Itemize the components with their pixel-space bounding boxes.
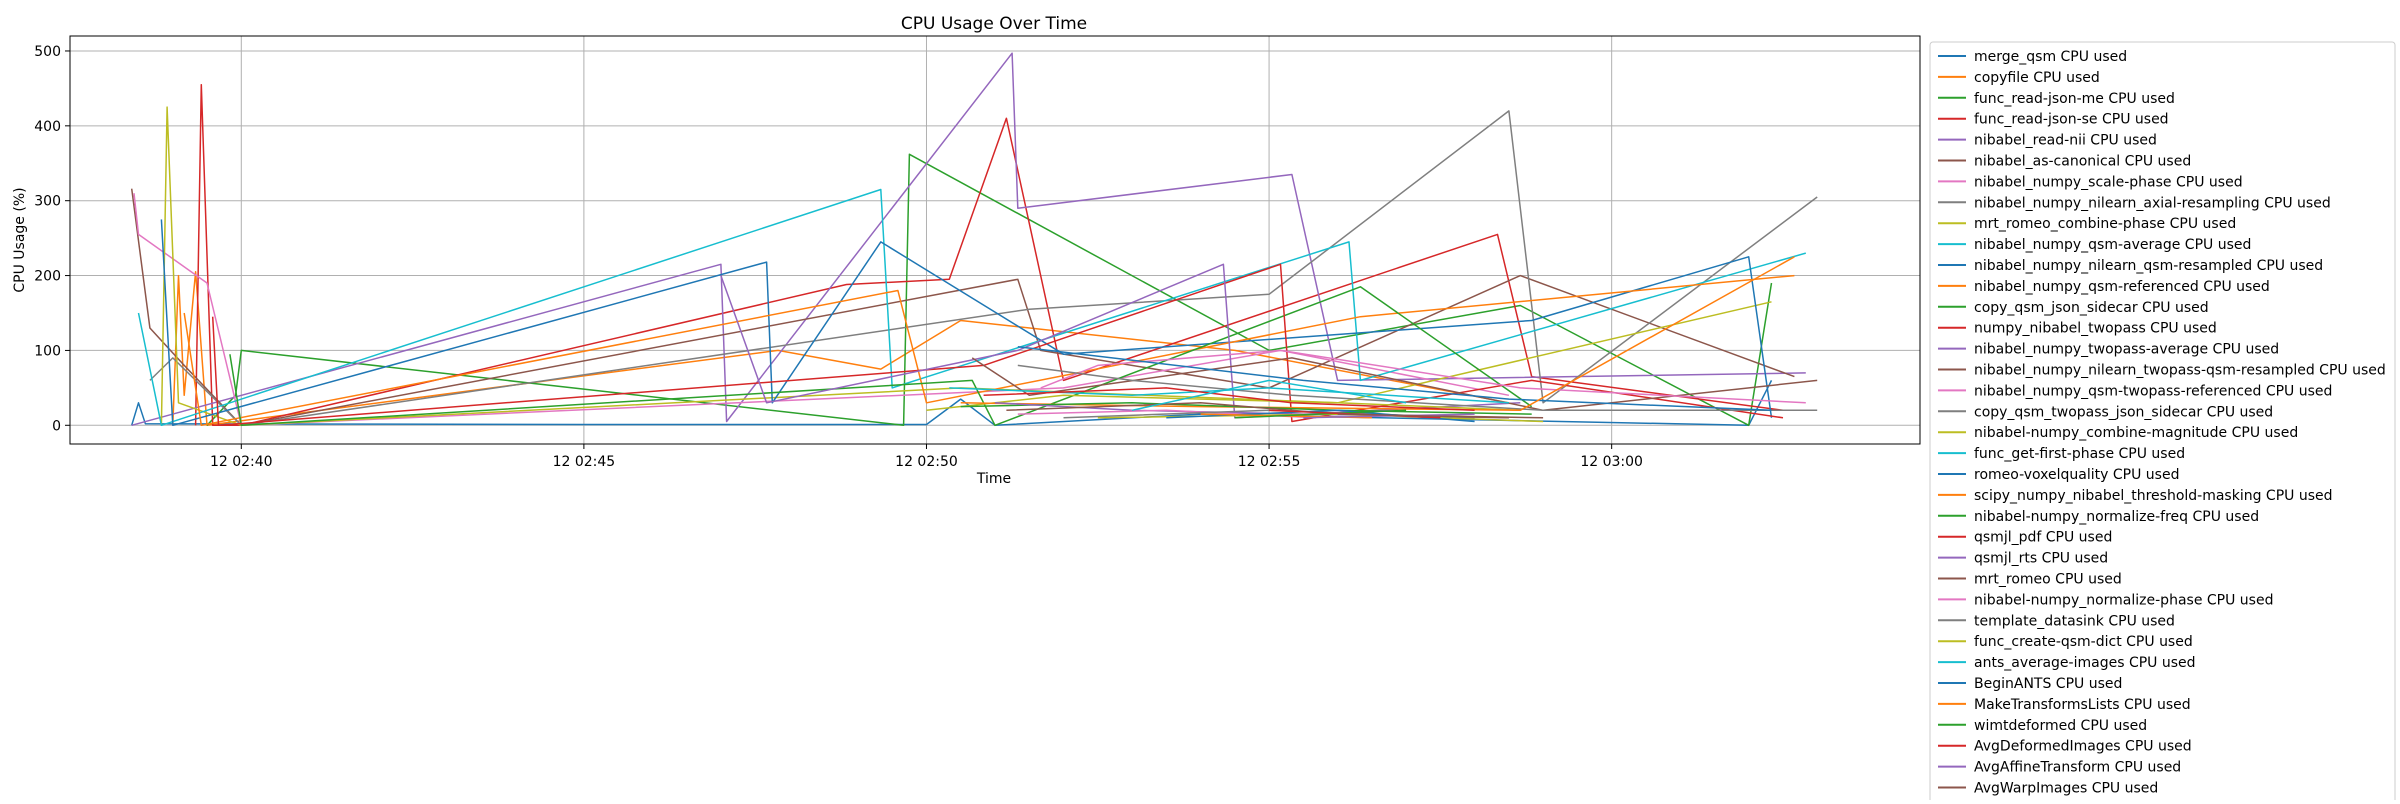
- legend-entry-label: MakeTransformsLists CPU used: [1974, 697, 2191, 713]
- series-line: [1131, 379, 1407, 412]
- legend-entry-label: numpy_nibabel_twopass CPU used: [1974, 321, 2217, 337]
- series-line: [206, 153, 1773, 427]
- legend-entry-label: template_datasink CPU used: [1974, 613, 2175, 629]
- series-line: [137, 188, 1807, 427]
- legend-box: [1929, 41, 2396, 804]
- series-line: [1017, 364, 1818, 412]
- legend-entry-label: ants_average-images CPU used: [1974, 655, 2196, 671]
- legend-entry-label: BeginANTS CPU used: [1974, 676, 2122, 692]
- legend-entry-label: copy_qsm_twopass_json_sidecar CPU used: [1974, 404, 2273, 420]
- legend-entry-label: nibabel_numpy_qsm-average CPU used: [1974, 237, 2251, 253]
- x-tick-label: 12 02:45: [553, 454, 616, 470]
- legend-entry-label: scipy_numpy_nibabel_threshold-masking CP…: [1974, 488, 2333, 504]
- series-line: [1017, 345, 1772, 412]
- legend-entry-label: copy_qsm_json_sidecar CPU used: [1974, 300, 2209, 316]
- legend-entry-label: nibabel_numpy_scale-phase CPU used: [1974, 174, 2243, 190]
- legend-entry-label: func_read-json-me CPU used: [1974, 91, 2175, 107]
- legend-entry-label: mrt_romeo_combine-phase CPU used: [1974, 216, 2236, 232]
- series-line: [149, 110, 1818, 427]
- y-tick-label: 300: [34, 194, 61, 210]
- y-tick-label: 100: [34, 343, 61, 359]
- series-line: [960, 256, 1795, 412]
- series-line: [1337, 413, 1509, 419]
- legend-entry-label: nibabel_read-nii CPU used: [1974, 133, 2157, 149]
- y-tick-label: 0: [52, 418, 61, 434]
- series-line: [960, 402, 1532, 415]
- legend-entry-label: nibabel_numpy_nilearn_twopass-qsm-resamp…: [1974, 363, 2386, 379]
- legend-entry-label: mrt_romeo CPU used: [1974, 572, 2122, 588]
- legend-entry-label: nibabel_numpy_qsm-referenced CPU used: [1974, 279, 2270, 295]
- y-tick-label: 400: [34, 119, 61, 135]
- x-tick-label: 12 02:55: [1238, 454, 1301, 470]
- chart-title: CPU Usage Over Time: [901, 14, 1087, 34]
- legend-entry-label: merge_qsm CPU used: [1974, 49, 2127, 65]
- series-line: [131, 52, 1806, 427]
- legend-entry-label: qsmjl_rts CPU used: [1974, 551, 2108, 567]
- legend: merge_qsm CPU used copyfile CPU used func_…: [1929, 41, 2396, 804]
- legend-entry-label: copyfile CPU used: [1974, 70, 2100, 86]
- series-line: [160, 219, 1773, 427]
- series-line: [183, 274, 1795, 427]
- legend-entry-label: AvgAffineTransform CPU used: [1974, 760, 2181, 776]
- legend-entry-label: nibabel_numpy_nilearn_axial-resampling C…: [1974, 195, 2331, 211]
- x-tick-label: 12 02:50: [895, 454, 958, 470]
- x-tick-label: 12 02:40: [210, 454, 273, 470]
- legend-entry-label: qsmjl_pdf CPU used: [1974, 530, 2112, 546]
- legend-entry-label: nibabel_numpy_qsm-twopass-referenced CPU…: [1974, 383, 2332, 399]
- plot-frame: [69, 35, 1921, 445]
- y-tick-label: 500: [34, 44, 61, 60]
- legend-entry-label: AvgWarpImages CPU used: [1974, 781, 2158, 797]
- x-axis-label: Time: [976, 471, 1011, 487]
- legend-entry-label: wimtdeformed CPU used: [1974, 718, 2147, 734]
- x-tick-label: 12 03:00: [1580, 454, 1643, 470]
- legend-entry-label: func_get-first-phase CPU used: [1974, 446, 2185, 462]
- series-line: [211, 263, 1784, 427]
- legend-entry-label: romeo-voxelquality CPU used: [1974, 467, 2179, 483]
- y-axis-label: CPU Usage (%): [12, 187, 28, 292]
- series-line: [1234, 409, 1407, 419]
- legend-entry-label: nibabel_numpy_twopass-average CPU used: [1974, 342, 2279, 358]
- legend-entry-label: nibabel-numpy_normalize-freq CPU used: [1974, 509, 2259, 525]
- legend-entry-label: nibabel-numpy_combine-magnitude CPU used: [1974, 425, 2298, 441]
- legend-entry-label: func_read-json-se CPU used: [1974, 112, 2169, 128]
- legend-entry-label: nibabel_numpy_nilearn_qsm-resampled CPU …: [1974, 258, 2323, 274]
- legend-entry-label: func_create-qsm-dict CPU used: [1974, 634, 2193, 650]
- series-line: [971, 357, 1818, 412]
- legend-entry-label: nibabel-numpy_normalize-phase CPU used: [1974, 592, 2273, 608]
- series-line: [130, 188, 1795, 427]
- series-line: [983, 387, 1475, 412]
- legend-entry-label: nibabel_as-canonical CPU used: [1974, 154, 2191, 170]
- y-tick-label: 200: [34, 269, 61, 285]
- series-line: [194, 83, 1784, 427]
- legend-entry-label: AvgDeformedImages CPU used: [1974, 739, 2192, 755]
